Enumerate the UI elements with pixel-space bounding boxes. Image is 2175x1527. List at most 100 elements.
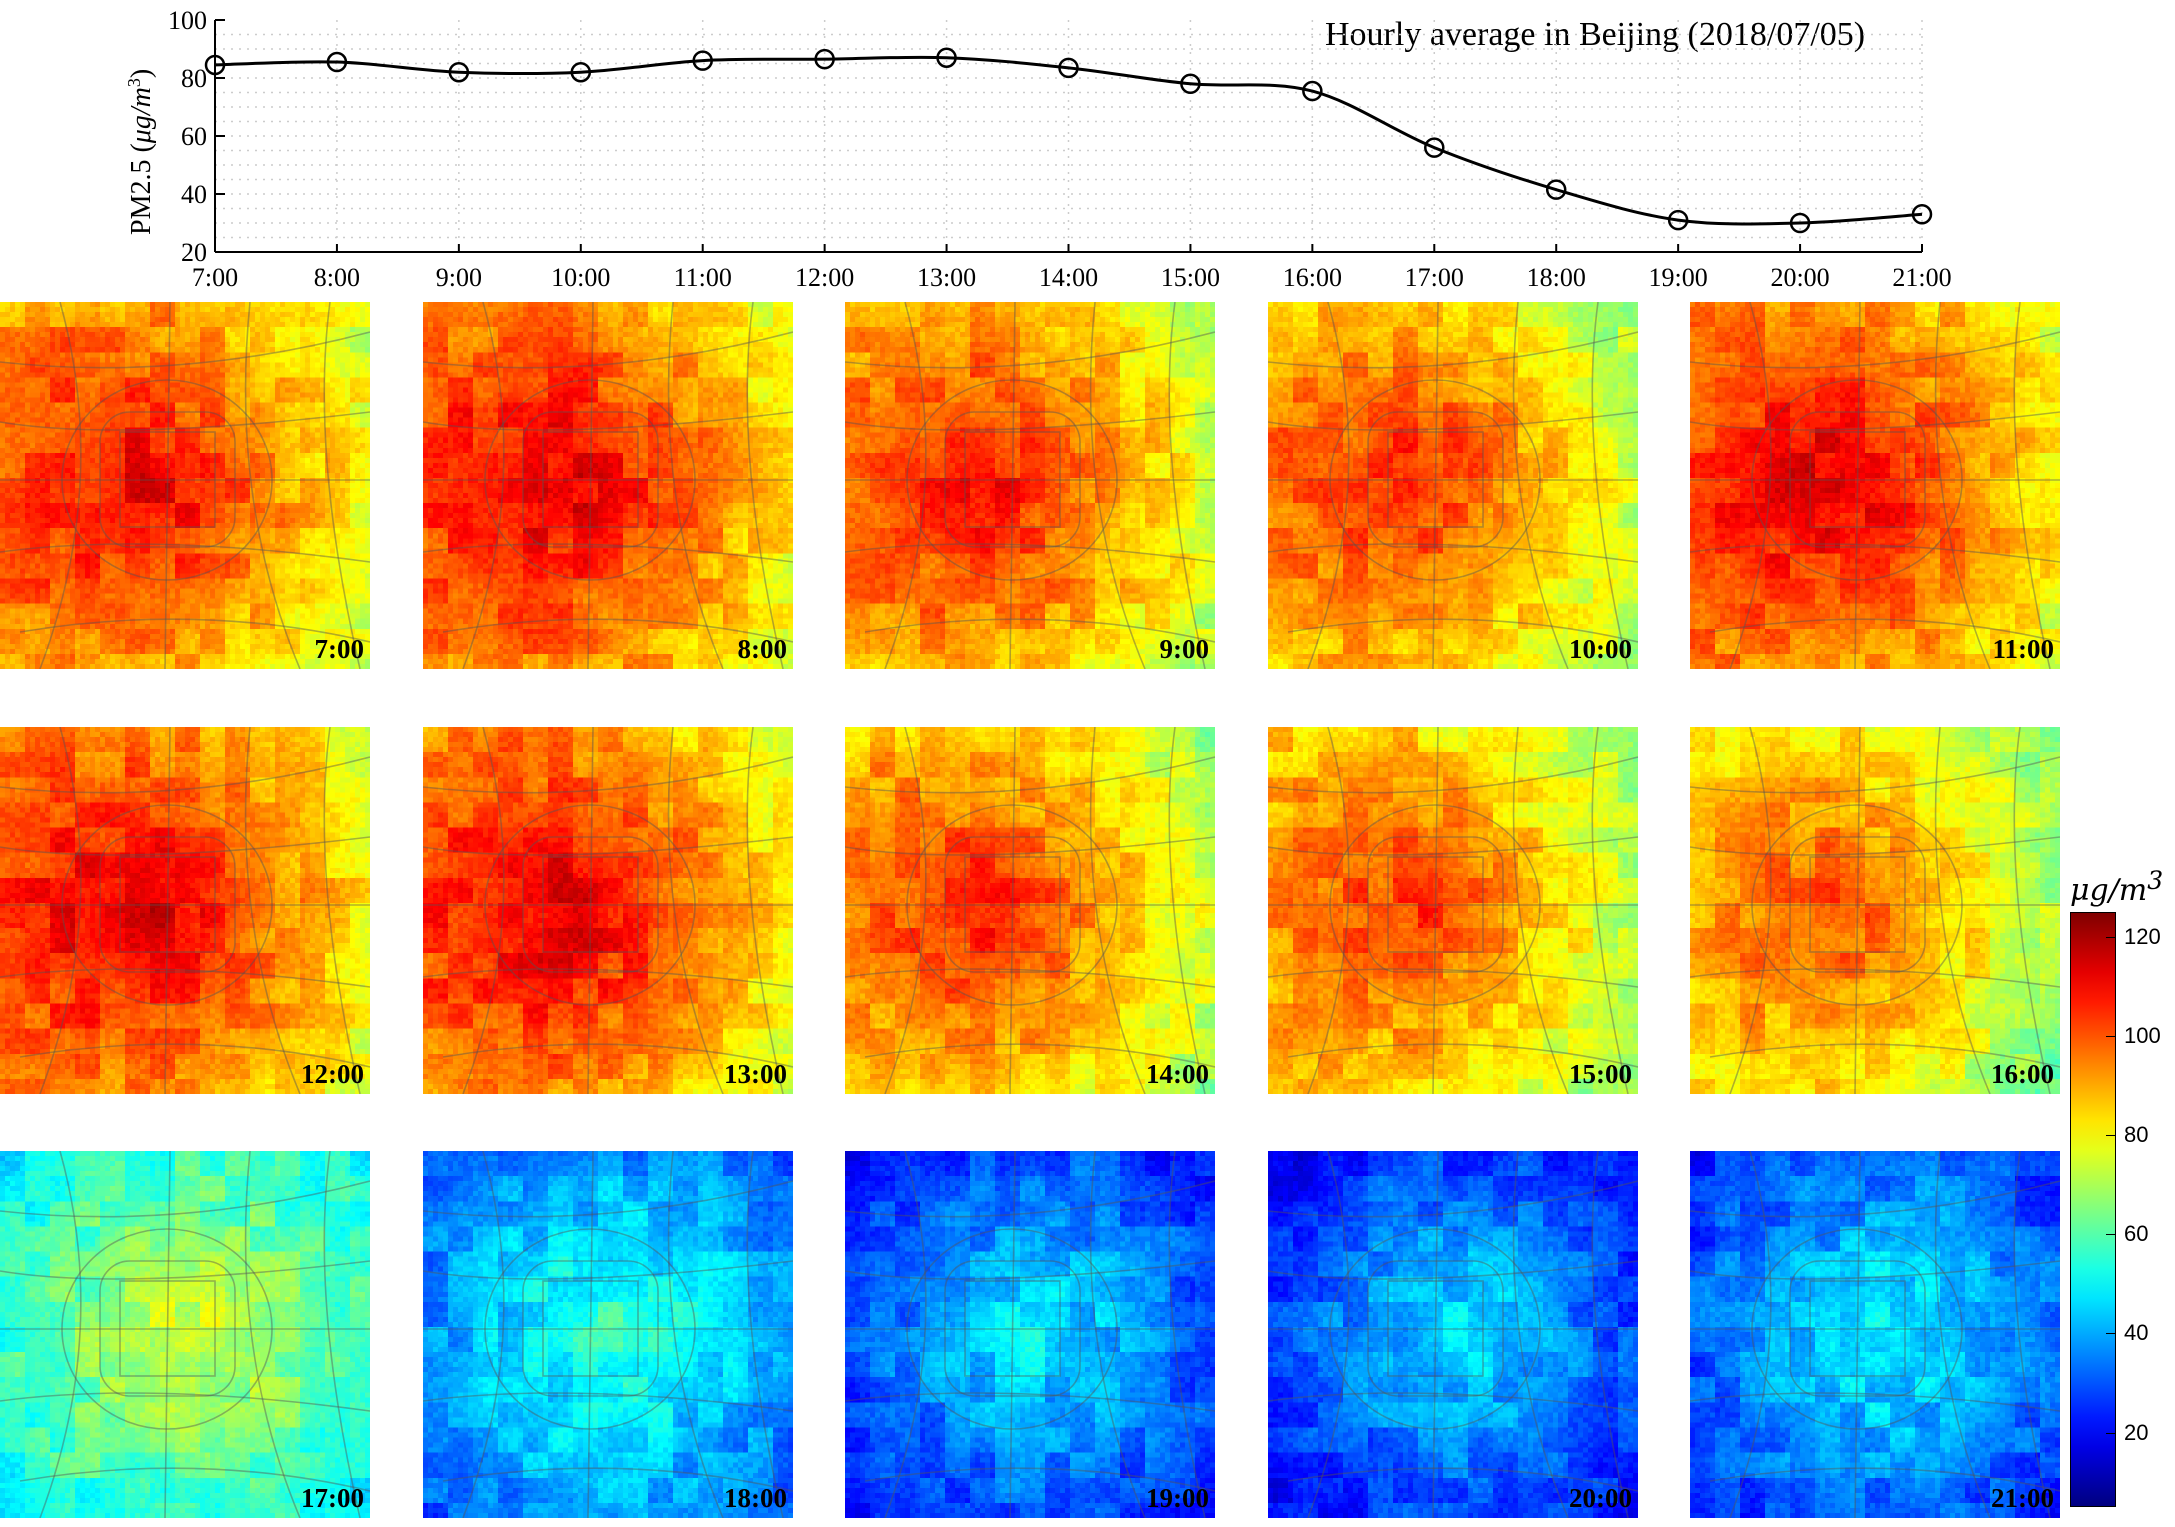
road-line <box>906 379 1118 581</box>
road-line <box>864 1467 1215 1492</box>
road-network-overlay <box>1690 1151 2060 1518</box>
road-line <box>39 1151 82 1518</box>
road-line <box>906 1228 1118 1430</box>
road-line <box>1329 379 1541 581</box>
road-line <box>1809 1280 1906 1377</box>
road-line <box>1168 727 1206 1094</box>
road-line <box>423 836 793 856</box>
road-line <box>1089 727 1146 1094</box>
road-line <box>1287 1467 1638 1492</box>
road-line <box>522 836 659 973</box>
road-line <box>1009 302 1016 669</box>
colorbar-tick-label: 20 <box>2124 1419 2149 1445</box>
road-line <box>1168 302 1206 669</box>
x-tick-label: 21:00 <box>1892 263 1951 292</box>
road-network-overlay <box>1690 302 2060 669</box>
road-line <box>1268 331 1638 369</box>
map-time-label: 13:00 <box>724 1059 787 1089</box>
road-network-overlay <box>1268 727 1638 1094</box>
road-line <box>423 756 793 794</box>
map-panel: 7:00 <box>0 302 370 669</box>
road-line <box>323 1151 361 1518</box>
road-line <box>0 1260 370 1280</box>
road-line <box>423 543 793 563</box>
road-line <box>164 727 171 1094</box>
y-tick-label: 80 <box>181 64 207 93</box>
road-network-overlay <box>845 302 1215 669</box>
data-point <box>1058 57 1079 79</box>
road-line <box>164 1151 171 1518</box>
road-line <box>423 331 793 369</box>
road-line <box>1268 756 1638 794</box>
colorbar-tick-label: 60 <box>2124 1221 2149 1247</box>
map-panel: 14:00 <box>845 727 1215 1094</box>
map-panel: 21:00 <box>1690 1151 2060 1518</box>
road-line <box>884 302 927 669</box>
map-panel: 15:00 <box>1268 727 1638 1094</box>
road-line <box>119 1280 216 1377</box>
road-line <box>1690 1392 2060 1412</box>
road-line <box>19 1467 370 1492</box>
road-line <box>542 1280 639 1377</box>
road-line <box>845 756 1215 794</box>
x-tick-label: 19:00 <box>1649 263 1708 292</box>
road-line <box>587 302 594 669</box>
road-line <box>423 968 793 988</box>
data-point <box>1180 73 1201 95</box>
road-line <box>1387 856 1484 953</box>
road-line <box>964 431 1061 528</box>
road-line <box>1690 968 2060 988</box>
road-network-overlay <box>423 302 793 669</box>
road-line <box>1367 836 1504 973</box>
road-network-overlay <box>423 727 793 1094</box>
road-line <box>1690 543 2060 563</box>
road-line <box>1591 302 1629 669</box>
road-line <box>944 411 1081 548</box>
map-panel: 10:00 <box>1268 302 1638 669</box>
map-panel: 13:00 <box>423 727 793 1094</box>
road-line <box>1432 727 1439 1094</box>
colorbar-tick-mark <box>2106 1432 2115 1434</box>
colorbar-tick-mark <box>2106 1333 2115 1335</box>
colorbar-unit-sup: 3 <box>2147 866 2164 895</box>
road-line <box>99 411 236 548</box>
y-axis-label-post: ) <box>126 69 157 78</box>
map-panel: 12:00 <box>0 727 370 1094</box>
road-line <box>423 411 793 431</box>
x-tick-label: 8:00 <box>314 263 360 292</box>
pm25-heatmap <box>845 1151 1215 1518</box>
road-line <box>1690 411 2060 431</box>
road-line <box>845 411 1215 431</box>
map-time-label: 15:00 <box>1569 1059 1632 1089</box>
pm25-heatmap <box>0 1151 370 1518</box>
road-line <box>323 727 361 1094</box>
road-line <box>845 836 1215 856</box>
y-axis-label-unit: μg/m <box>126 87 157 144</box>
map-time-label: 20:00 <box>1569 1483 1632 1513</box>
road-line <box>1287 1043 1638 1068</box>
y-tick-label: 100 <box>168 6 207 35</box>
road-line <box>864 618 1215 643</box>
road-line <box>61 1228 273 1430</box>
road-line <box>1729 727 1772 1094</box>
x-tick-label: 11:00 <box>674 263 732 292</box>
map-panel: 11:00 <box>1690 302 2060 669</box>
road-line <box>845 331 1215 369</box>
road-network-overlay <box>1268 302 1638 669</box>
colorbar-tick-mark <box>2106 936 2115 938</box>
road-line <box>1751 804 1963 1006</box>
data-point <box>1424 137 1445 158</box>
road-line <box>99 836 236 973</box>
y-tick-label: 60 <box>181 122 207 151</box>
pm25-heatmap <box>1268 1151 1638 1518</box>
x-tick-label: 12:00 <box>795 263 854 292</box>
road-line <box>1432 1151 1439 1518</box>
pm25-hourly-line-chart: Hourly average in Beijing (2018/07/05) P… <box>124 6 1952 292</box>
road-line <box>462 1151 505 1518</box>
road-line <box>0 968 370 988</box>
map-panel: 8:00 <box>423 302 793 669</box>
road-line <box>1789 836 1926 973</box>
road-line <box>1934 1151 1991 1518</box>
road-line <box>1367 1260 1504 1397</box>
road-line <box>667 1151 724 1518</box>
